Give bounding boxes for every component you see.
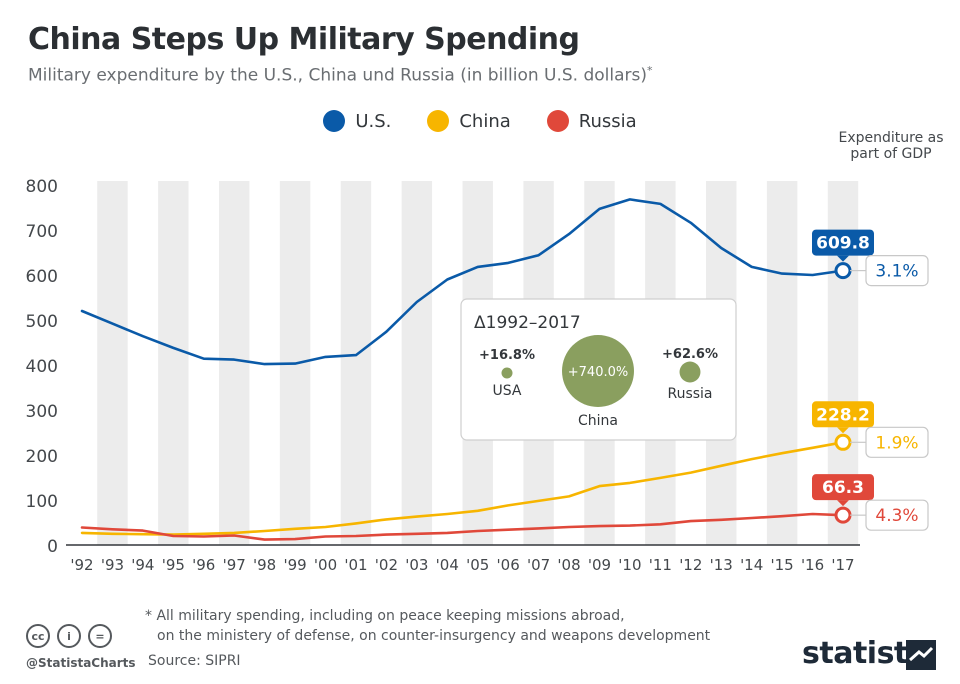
y-tick-label: 600 [26, 267, 58, 287]
inset-label-russia: Russia [667, 386, 712, 402]
x-tick-label: '94 [131, 556, 154, 574]
x-tick-label: '03 [405, 556, 428, 574]
x-tick-label: '98 [253, 556, 276, 574]
gdp-share-header: Expenditure as part of GDP [838, 130, 944, 162]
gdp-share-box-2 [865, 499, 929, 531]
x-tick-label: '05 [466, 556, 489, 574]
inset-value-russia: +62.6% [662, 347, 718, 362]
subtitle-footnote-mark: * [647, 64, 653, 77]
y-tick-label: 700 [26, 222, 58, 242]
x-tick-label: '93 [101, 556, 124, 574]
end-value-badge-pointer-2 [837, 500, 849, 507]
y-tick-label: 500 [26, 312, 58, 332]
y-tick-label: 0 [47, 537, 58, 557]
gdp-share-box-1 [865, 426, 929, 458]
x-tick-label: '11 [649, 556, 672, 574]
grid-band [218, 181, 250, 545]
footnote: * All military spending, including on pe… [145, 606, 710, 646]
x-tick-label: '14 [740, 556, 763, 574]
footnote-line-1: * All military spending, including on pe… [145, 608, 625, 624]
end-value-badge-pointer-1 [837, 427, 849, 434]
series-line-2 [80, 512, 845, 541]
subtitle-text: Military expenditure by the U.S., China … [28, 65, 648, 86]
x-tick-label: '10 [618, 556, 641, 574]
x-tick-label: '17 [831, 556, 854, 574]
legend: U.S. China Russia [0, 110, 960, 132]
x-tick-label: '12 [679, 556, 702, 574]
x-tick-label: '09 [588, 556, 611, 574]
x-tick-label: '13 [710, 556, 733, 574]
source-note: Source: SIPRI [148, 653, 241, 669]
x-tick-label: '08 [557, 556, 580, 574]
legend-item-us: U.S. [323, 110, 391, 132]
series-line-1 [80, 440, 845, 536]
gdp-share-box-0 [865, 254, 929, 287]
y-tick-label: 300 [26, 402, 58, 422]
x-tick-label: '04 [436, 556, 459, 574]
legend-item-russia: Russia [546, 110, 637, 132]
x-tick-label: '00 [314, 556, 337, 574]
x-tick-label: '95 [162, 556, 185, 574]
person-icon[interactable]: i [57, 624, 81, 648]
end-value-label-1: 228.2 [816, 405, 870, 425]
brand-logo-icon [906, 640, 936, 670]
inset-bubble-china [562, 335, 634, 407]
inset-value-china: +740.0% [568, 365, 628, 380]
inset-label-usa: USA [493, 383, 522, 399]
grid-band [401, 181, 433, 545]
end-value-badge-2 [812, 474, 874, 501]
x-tick-label: '92 [70, 556, 93, 574]
inset-bubble-russia [679, 361, 701, 383]
y-tick-label: 400 [26, 357, 58, 377]
legend-label-us: U.S. [355, 110, 392, 132]
end-value-label-2: 66.3 [822, 478, 864, 498]
x-tick-label: '15 [771, 556, 794, 574]
x-tick-label: '99 [283, 556, 306, 574]
y-tick-label: 100 [26, 492, 58, 512]
chart-subtitle: Military expenditure by the U.S., China … [28, 64, 653, 86]
gdp-share-label-0: 3.1% [875, 262, 918, 282]
x-tick-label: '06 [497, 556, 520, 574]
inset-label-china: China [578, 413, 618, 429]
x-tick-label: '96 [192, 556, 215, 574]
grid-band [97, 181, 128, 545]
grid-band [158, 181, 189, 545]
legend-swatch-us [323, 110, 346, 132]
end-value-label-0: 609.8 [816, 234, 870, 254]
inset-title: Δ1992–2017 [474, 313, 581, 333]
legend-label-russia: Russia [578, 110, 637, 132]
gdp-share-label-2: 4.3% [875, 506, 918, 526]
x-tick-label: '01 [344, 556, 367, 574]
cc-icon[interactable]: cc [26, 624, 50, 648]
legend-swatch-russia [546, 110, 569, 132]
series-line-0 [80, 198, 845, 366]
gdp-share-label-1: 1.9% [875, 433, 918, 453]
end-marker-0 [834, 262, 852, 280]
grid-band [340, 181, 372, 545]
chart-title: China Steps Up Military Spending [28, 22, 580, 57]
grid-band [766, 181, 798, 545]
inset-bubble-usa [501, 367, 513, 379]
inset-value-usa: +16.8% [479, 348, 535, 363]
end-value-badge-pointer-0 [837, 255, 849, 262]
x-tick-label: '02 [375, 556, 398, 574]
legend-swatch-china [427, 110, 450, 132]
y-tick-label: 800 [26, 177, 58, 197]
end-value-badge-1 [812, 401, 874, 428]
x-tick-label: '97 [223, 556, 246, 574]
x-tick-label: '16 [801, 556, 824, 574]
end-marker-1 [834, 433, 852, 451]
y-tick-label: 200 [26, 447, 58, 467]
end-value-badge-0 [812, 229, 874, 256]
end-marker-2 [834, 506, 852, 524]
twitter-handle[interactable]: @StatistaCharts [26, 656, 136, 670]
legend-item-china: China [427, 110, 511, 132]
license-icons: cc i = [26, 624, 112, 648]
footnote-line-2: on the ministery of defense, on counter-… [157, 628, 711, 644]
x-tick-label: '07 [527, 556, 550, 574]
equals-icon[interactable]: = [88, 624, 112, 648]
line-chart: 0 100 200 300 400 500 600 700 800 '92 '93 '94 '95 '96… [26, 177, 929, 574]
legend-label-china: China [459, 110, 511, 132]
